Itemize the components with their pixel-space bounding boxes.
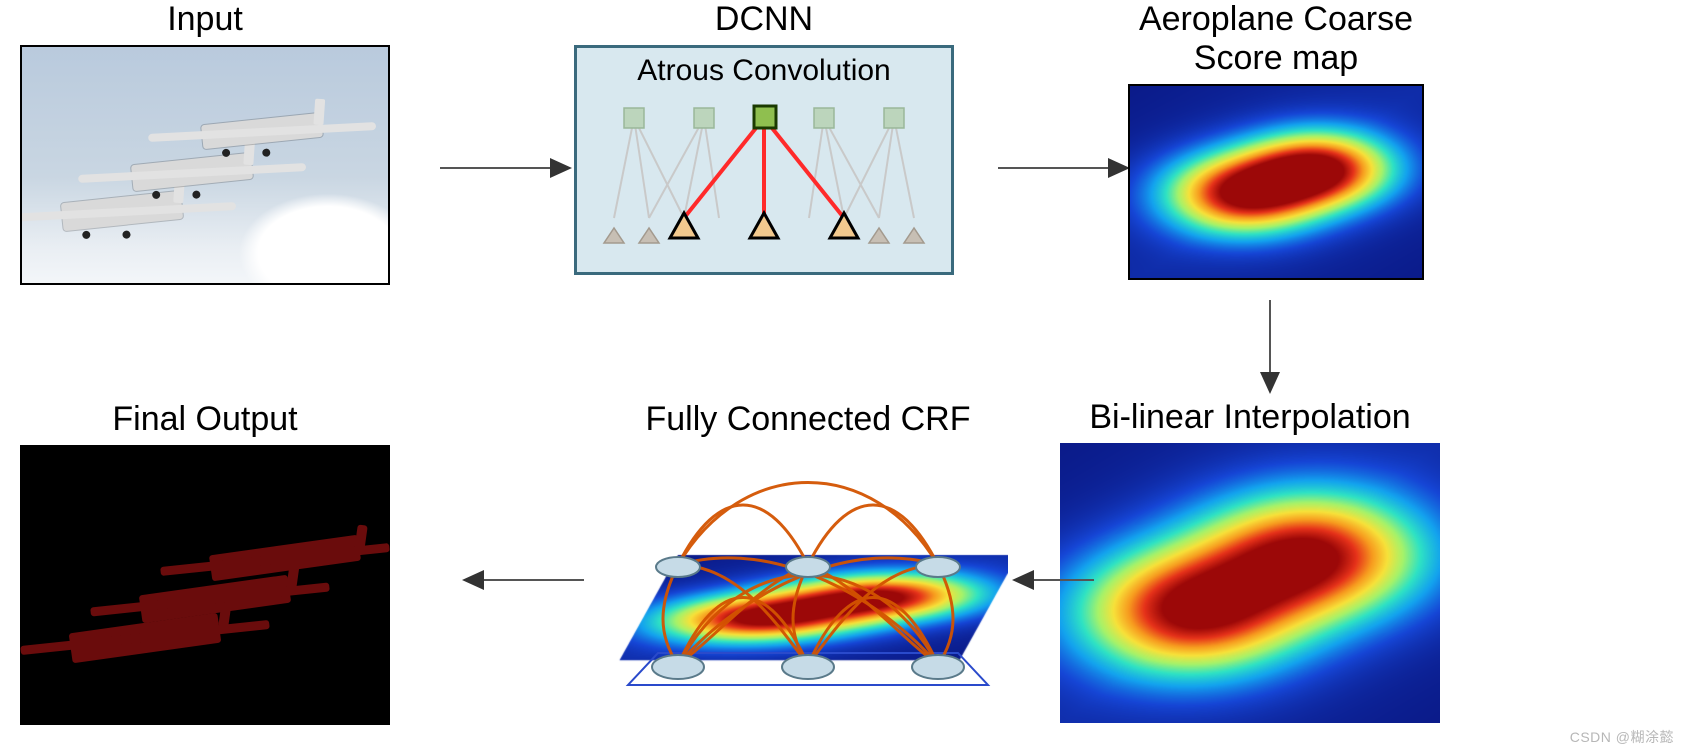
dcnn-box: Atrous Convolution	[574, 45, 954, 275]
stage-crf: Fully Connected CRF	[608, 400, 1008, 705]
stage-dcnn: DCNN Atrous Convolution	[574, 0, 954, 275]
stage-scoremap: Aeroplane Coarse Score map	[1128, 0, 1424, 280]
label-input: Input	[167, 0, 243, 39]
watermark: CSDN @糊涂懿	[1570, 727, 1674, 747]
arrow-input-to-dcnn	[440, 158, 572, 178]
arrow-bilinear-to-crf	[1012, 570, 1094, 590]
arrow-crf-to-final	[462, 570, 584, 590]
input-photo	[20, 45, 390, 285]
crf-diagram	[608, 445, 1008, 705]
label-dcnn: DCNN	[715, 0, 813, 39]
stage-final: Final Output	[20, 400, 390, 725]
heatmap-bilinear	[1060, 443, 1440, 723]
label-crf: Fully Connected CRF	[645, 400, 970, 439]
label-atrous: Atrous Convolution	[637, 54, 890, 88]
arrow-dcnn-to-scoremap	[998, 158, 1130, 178]
heatmap-coarse	[1128, 84, 1424, 280]
final-output-image	[20, 445, 390, 725]
stage-bilinear: Bi-linear Interpolation	[1060, 398, 1440, 723]
atrous-diagram	[594, 88, 934, 248]
label-final: Final Output	[112, 400, 297, 439]
stage-input: Input	[20, 0, 390, 285]
label-scoremap: Aeroplane Coarse Score map	[1139, 0, 1413, 78]
arrow-scoremap-to-bilinear	[1260, 300, 1280, 404]
label-bilinear: Bi-linear Interpolation	[1089, 398, 1410, 437]
